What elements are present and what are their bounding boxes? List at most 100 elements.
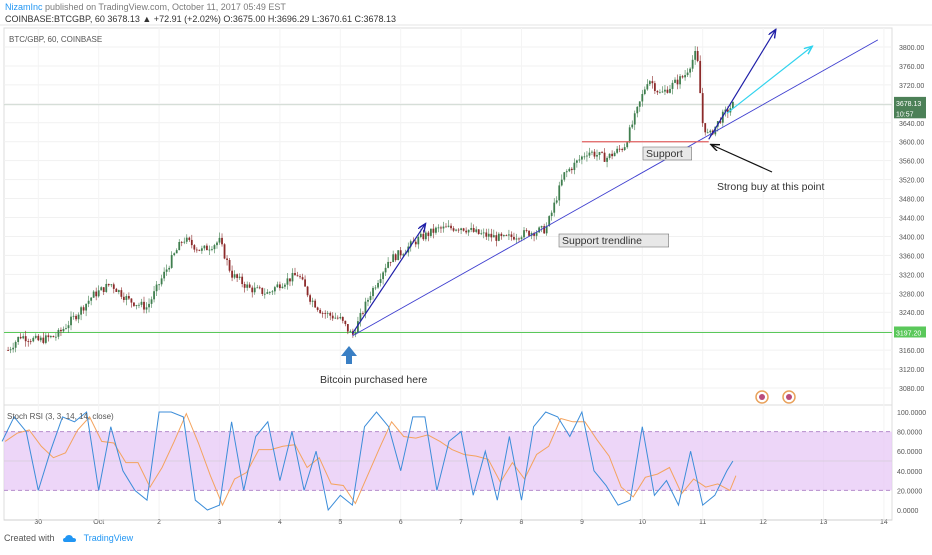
- candle-body: [545, 225, 548, 234]
- candle-body: [419, 233, 422, 238]
- candle-body: [362, 312, 364, 314]
- candle-body: [246, 284, 249, 288]
- time-tick-label: Oct: [93, 519, 104, 526]
- candle-body: [183, 241, 186, 243]
- candle-body: [575, 160, 578, 163]
- candle-body: [223, 244, 226, 259]
- strong-buy-arrow: [712, 145, 773, 173]
- rsi-tick-label: 60.0000: [897, 449, 922, 456]
- candle-body: [560, 179, 563, 186]
- candle-body: [339, 316, 342, 319]
- candle-body: [538, 227, 541, 233]
- stoch-rsi-k-line: [1, 410, 734, 512]
- candle-body: [389, 261, 392, 263]
- candle-body: [482, 232, 485, 234]
- candle-body: [422, 233, 425, 240]
- candle-body: [37, 335, 40, 341]
- candle-body: [369, 296, 372, 300]
- candle-body: [548, 216, 551, 226]
- candle-body: [14, 341, 17, 348]
- candle-body: [213, 245, 216, 250]
- candle-body: [633, 113, 636, 125]
- candle-body: [188, 237, 191, 240]
- candle-body: [591, 151, 593, 153]
- candle-body: [477, 229, 480, 235]
- candle-body: [706, 132, 709, 134]
- candle-body: [62, 328, 65, 332]
- candle-body: [492, 235, 495, 238]
- candle-body: [263, 293, 266, 295]
- candle-body: [570, 168, 573, 171]
- candle-body: [432, 228, 435, 233]
- candle-body: [523, 230, 525, 238]
- candle-body: [648, 81, 651, 85]
- candle-body: [17, 336, 20, 342]
- candle-body: [316, 307, 319, 310]
- candle-body: [394, 254, 397, 261]
- candle-body: [653, 83, 656, 91]
- rsi-tick-label: 20.0000: [897, 488, 922, 495]
- countdown-tag: 10:57: [896, 111, 914, 118]
- time-tick-label: 12: [759, 519, 767, 526]
- candle-body: [279, 284, 281, 289]
- time-tick-label: 11: [699, 519, 706, 526]
- candle-body: [724, 109, 727, 112]
- candle-body: [533, 232, 535, 236]
- candle-body: [684, 75, 686, 78]
- projection-arrow: [726, 47, 812, 114]
- candle-body: [143, 301, 145, 310]
- candle-body: [528, 230, 530, 236]
- candle-body: [216, 242, 218, 246]
- candle-body: [34, 335, 37, 338]
- candle-body: [457, 229, 460, 231]
- candle-body: [550, 212, 553, 217]
- candle-body: [92, 291, 95, 298]
- tradingview-cloud-icon: [63, 535, 77, 543]
- candle-body: [211, 249, 213, 250]
- candle-body: [122, 296, 125, 300]
- author-link[interactable]: NizamInc: [5, 2, 43, 12]
- candle-body: [301, 277, 304, 280]
- tradingview-brand-link[interactable]: TradingView: [83, 533, 134, 543]
- candle-body: [392, 254, 395, 263]
- candle-body: [414, 241, 417, 245]
- candle-body: [238, 276, 241, 278]
- candle-body: [583, 156, 586, 158]
- candle-body: [221, 237, 223, 245]
- stoch-rsi-d-line: [4, 412, 737, 507]
- support-trendline: [352, 39, 879, 337]
- price-tick-label: 3160.00: [899, 348, 924, 355]
- candle-body: [32, 337, 35, 342]
- candle-body: [732, 101, 734, 109]
- candle-body: [346, 324, 349, 332]
- candle-body: [638, 101, 641, 107]
- candle-body: [165, 269, 168, 272]
- price-tick-label: 3240.00: [899, 310, 924, 317]
- candle-body: [60, 329, 62, 332]
- candle-body: [377, 282, 379, 288]
- candle-body: [656, 90, 659, 93]
- candle-body: [430, 228, 432, 236]
- candle-body: [112, 284, 115, 289]
- rsi-tick-label: 80.0000: [897, 430, 922, 437]
- candle-body: [726, 109, 729, 113]
- price-tick-label: 3080.00: [899, 386, 924, 393]
- candle-body: [613, 152, 616, 157]
- candle-body: [102, 287, 105, 292]
- candle-body: [397, 250, 400, 261]
- price-tick-label: 3760.00: [899, 64, 924, 71]
- candle-body: [565, 171, 568, 173]
- candle-body: [319, 309, 322, 314]
- support-price-tag-bg: [894, 326, 926, 338]
- support-price-tag: 3197.20: [896, 330, 921, 337]
- price-tick-label: 3480.00: [899, 197, 924, 204]
- time-tick-label: 3: [218, 519, 222, 526]
- candle-body: [563, 172, 566, 180]
- candle-body: [195, 249, 198, 251]
- candle-body: [719, 121, 722, 123]
- candle-body: [424, 232, 427, 240]
- candle-body: [586, 155, 588, 157]
- candle-body: [357, 321, 359, 333]
- purchased-label: Bitcoin purchased here: [320, 374, 428, 386]
